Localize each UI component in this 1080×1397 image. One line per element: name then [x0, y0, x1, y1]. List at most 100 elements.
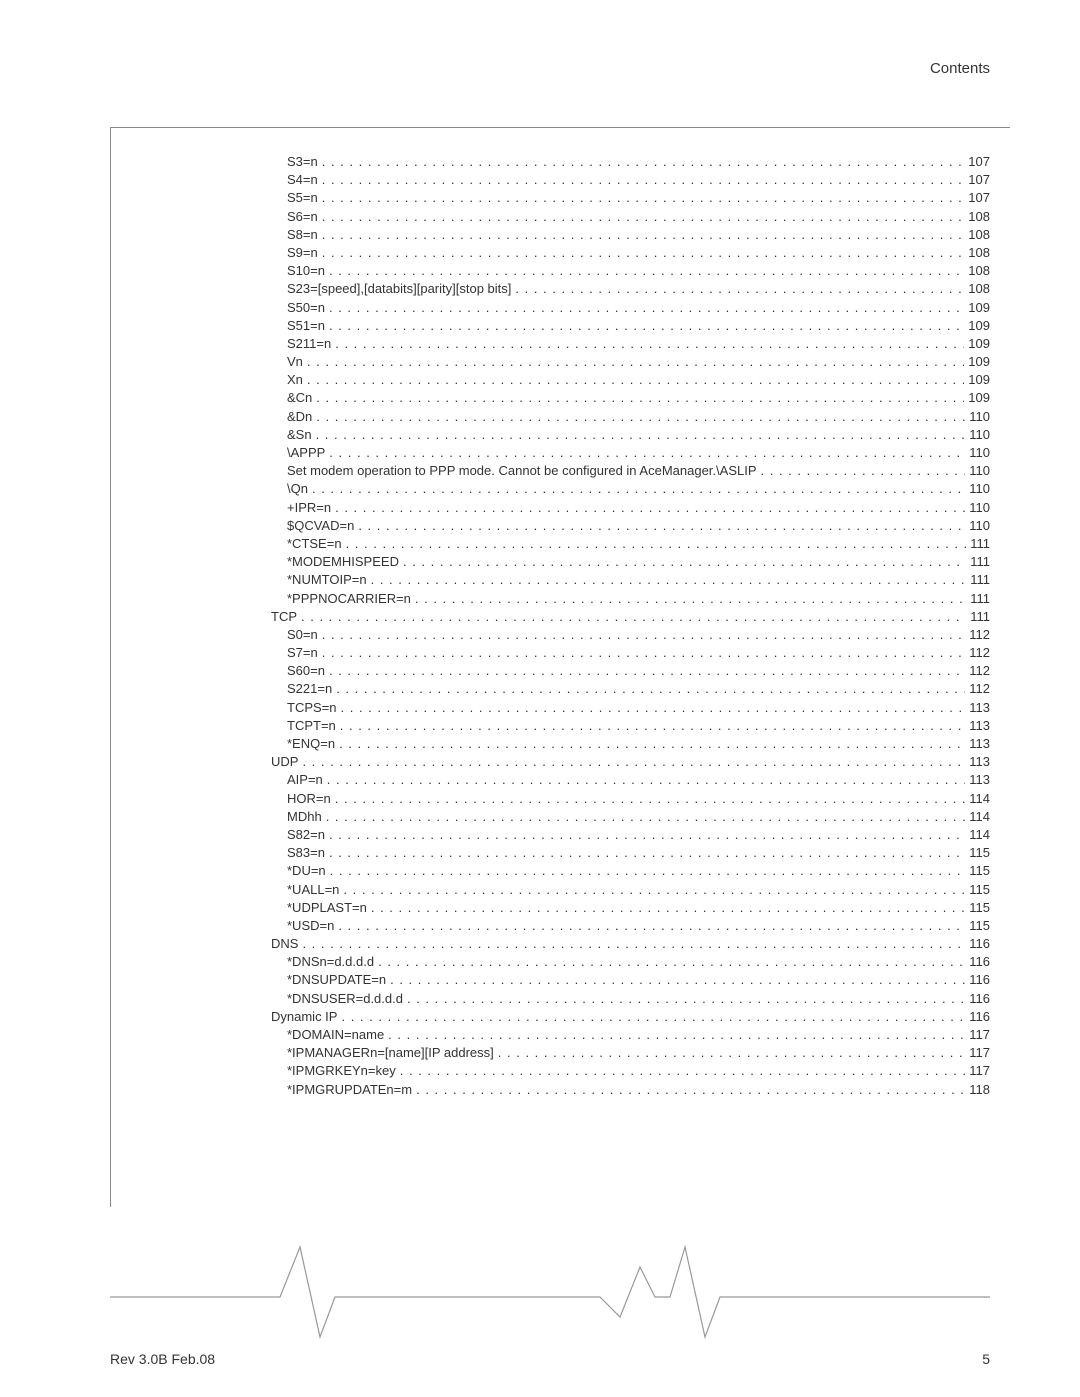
toc-label: *NUMTOIP=n [287, 571, 367, 589]
toc-leader-dots [339, 735, 965, 753]
toc-page-number: 108 [968, 208, 1010, 226]
toc-leader-dots [302, 753, 965, 771]
toc-line: S6=n108 [111, 208, 1010, 226]
content-frame: S3=n107S4=n107S5=n107S6=n108S8=n108S9=n1… [110, 127, 1010, 1207]
toc-line: *DNSn=d.d.d.d 116 [111, 953, 1010, 971]
toc-label: \APPP [287, 444, 325, 462]
toc-page-number: 113 [969, 771, 1010, 789]
toc-label: *IPMGRKEYn=key [287, 1062, 396, 1080]
toc-line: *IPMGRKEYn=key117 [111, 1062, 1010, 1080]
toc-leader-dots [415, 590, 966, 608]
toc-line: $QCVAD=n110 [111, 517, 1010, 535]
toc-label: S221=n [287, 680, 332, 698]
toc-page-number: 116 [969, 935, 1010, 953]
toc-page-number: 111 [970, 571, 1010, 589]
toc-page-number: 109 [968, 389, 1010, 407]
toc-leader-dots [343, 881, 965, 899]
toc-leader-dots [346, 535, 966, 553]
toc-leader-dots [515, 280, 964, 298]
toc-page-number: 115 [969, 862, 1010, 880]
toc-label: *MODEMHISPEED [287, 553, 399, 571]
toc-leader-dots [761, 462, 966, 480]
toc-page-number: 111 [970, 590, 1010, 608]
toc-label: S4=n [287, 171, 318, 189]
toc-line: *DU=n 115 [111, 862, 1010, 880]
toc-label: *DOMAIN=name [287, 1026, 384, 1044]
toc-line: S51=n 109 [111, 317, 1010, 335]
toc-leader-dots [322, 189, 965, 207]
toc-page-number: 118 [969, 1081, 1010, 1099]
toc-page-number: 117 [969, 1044, 1010, 1062]
toc-leader-dots [338, 917, 965, 935]
toc-page-number: 108 [968, 280, 1010, 298]
toc-label: *DU=n [287, 862, 326, 880]
toc-label: S51=n [287, 317, 325, 335]
toc-leader-dots [329, 444, 965, 462]
toc-leader-dots [403, 553, 966, 571]
toc-page-number: 113 [969, 717, 1010, 735]
toc-line: S8=n108 [111, 226, 1010, 244]
toc-page-number: 116 [969, 953, 1010, 971]
toc-leader-dots [400, 1062, 966, 1080]
toc-label: MDhh [287, 808, 322, 826]
toc-label: S10=n [287, 262, 325, 280]
toc-label: S8=n [287, 226, 318, 244]
toc-leader-dots [322, 244, 965, 262]
toc-leader-dots [340, 717, 966, 735]
toc-leader-dots [326, 808, 966, 826]
toc-leader-dots [312, 480, 965, 498]
toc-page-number: 116 [969, 1008, 1010, 1026]
toc-leader-dots [329, 262, 964, 280]
toc-line: S5=n 107 [111, 189, 1010, 207]
toc-leader-dots [329, 662, 965, 680]
toc-page-number: 110 [969, 499, 1010, 517]
toc-line: *MODEMHISPEED111 [111, 553, 1010, 571]
toc-label: &Sn [287, 426, 312, 444]
toc-label: *DNSUPDATE=n [287, 971, 386, 989]
toc-label: *DNSn=d.d.d.d [287, 953, 374, 971]
toc-line: *DNSUSER=d.d.d.d116 [111, 990, 1010, 1008]
toc-line: S9=n108 [111, 244, 1010, 262]
toc-leader-dots [498, 1044, 965, 1062]
toc-page-number: 107 [968, 189, 1010, 207]
toc-label: *DNSUSER=d.d.d.d [287, 990, 403, 1008]
toc-page-number: 115 [969, 899, 1010, 917]
toc-label: Dynamic IP [271, 1008, 337, 1026]
toc-page-number: 110 [969, 480, 1010, 498]
toc-page-number: 109 [968, 335, 1010, 353]
toc-page-number: 113 [969, 699, 1010, 717]
toc-label: Set modem operation to PPP mode. Cannot … [287, 462, 757, 480]
toc-line: S3=n107 [111, 153, 1010, 171]
toc-page-number: 112 [969, 644, 1010, 662]
toc-page-number: 113 [969, 735, 1010, 753]
toc-label: \Qn [287, 480, 308, 498]
toc-label: HOR=n [287, 790, 331, 808]
toc-line: *PPPNOCARRIER=n111 [111, 590, 1010, 608]
toc-page-number: 109 [968, 299, 1010, 317]
toc-leader-dots [301, 608, 966, 626]
toc-leader-dots [307, 353, 964, 371]
toc-line: S50=n109 [111, 299, 1010, 317]
toc-page-number: 114 [969, 790, 1010, 808]
toc-leader-dots [336, 680, 965, 698]
page-header-title: Contents [110, 60, 1010, 77]
toc-label: *IPMGRUPDATEn=m [287, 1081, 412, 1099]
toc-label: S23=[speed],[databits][parity][stop bits… [287, 280, 511, 298]
toc-leader-dots [416, 1081, 965, 1099]
toc-page-number: 117 [969, 1026, 1010, 1044]
toc-leader-dots [316, 389, 964, 407]
toc-page-number: 112 [969, 662, 1010, 680]
toc-page-number: 114 [969, 826, 1010, 844]
toc-label: S5=n [287, 189, 318, 207]
toc-leader-dots [322, 153, 965, 171]
toc-line: S83=n115 [111, 844, 1010, 862]
toc-page-number: 107 [968, 171, 1010, 189]
toc-line: *DNSUPDATE=n116 [111, 971, 1010, 989]
toc-page-number: 108 [968, 262, 1010, 280]
toc-line: S82=n114 [111, 826, 1010, 844]
toc-label: *IPMANAGERn=[name][IP address] [287, 1044, 494, 1062]
toc-line: *CTSE=n111 [111, 535, 1010, 553]
toc-line: S60=n112 [111, 662, 1010, 680]
toc-page-number: 109 [968, 317, 1010, 335]
toc-label: *UALL=n [287, 881, 339, 899]
